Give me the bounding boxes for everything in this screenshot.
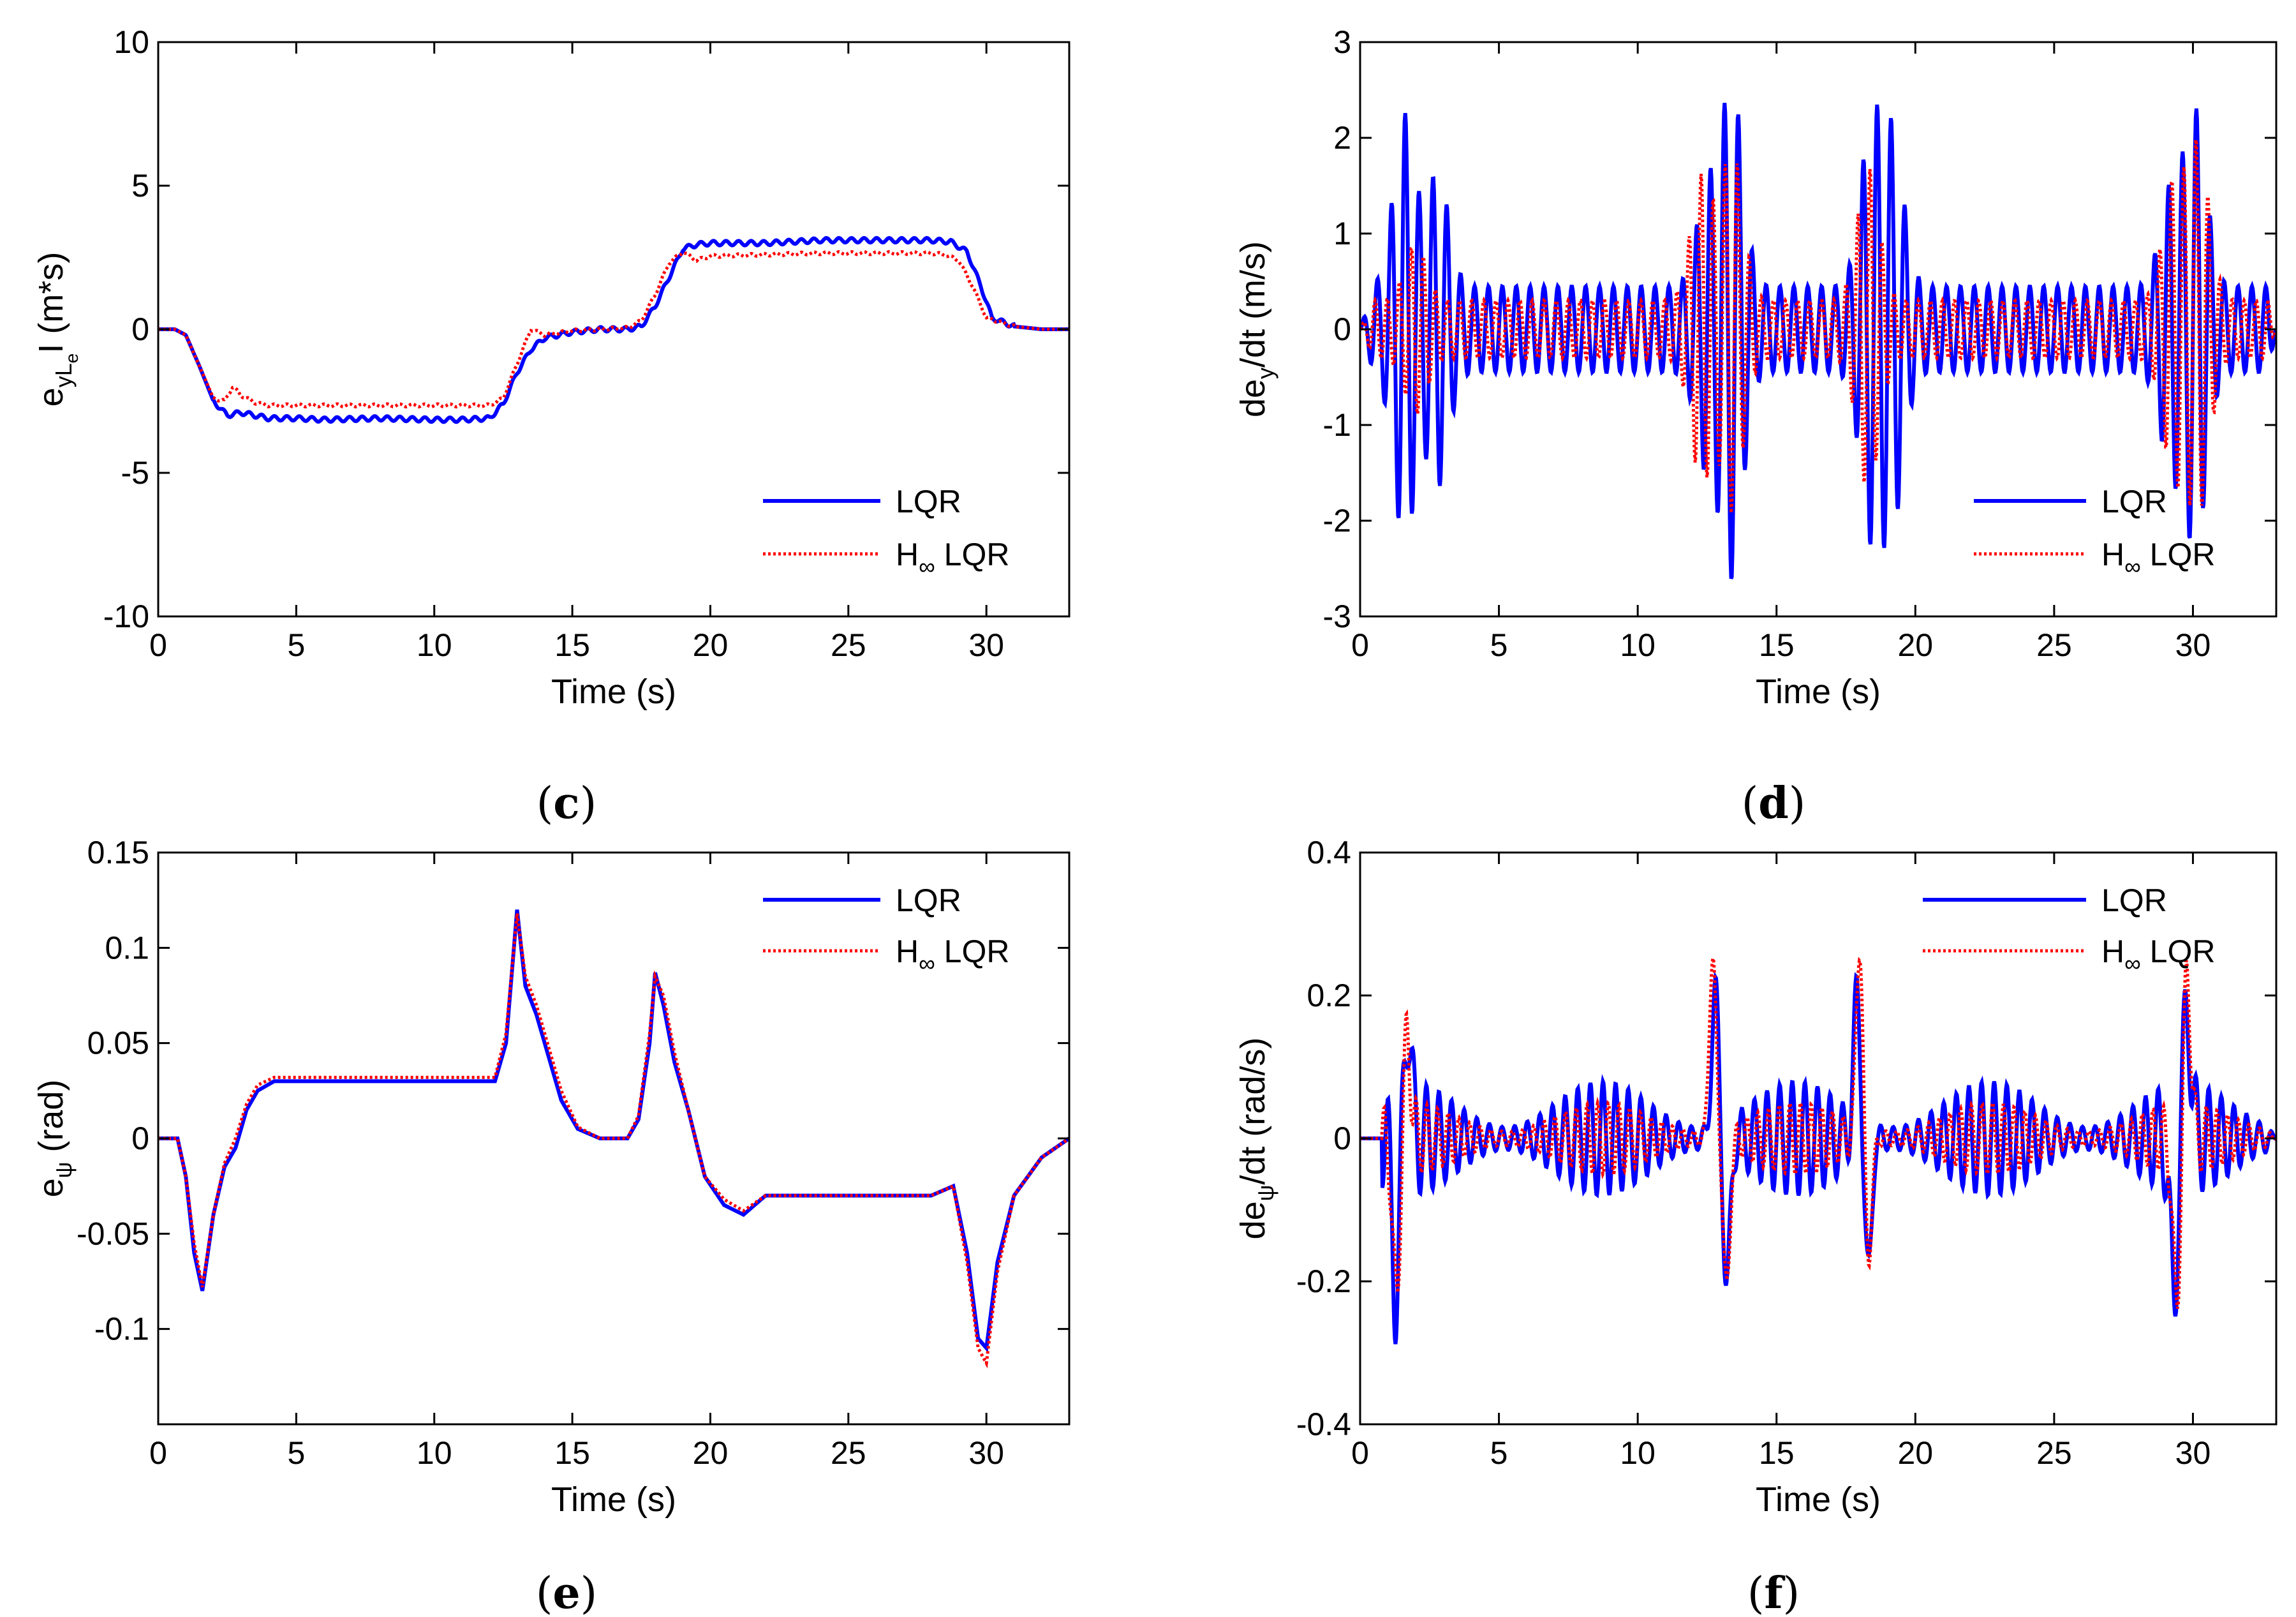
xtick-label-d: 20 <box>1897 627 1933 663</box>
xtick-label-c: 20 <box>693 627 729 663</box>
series-hinf-e <box>158 913 1069 1369</box>
legend-hinf-label-c: H∞ LQR <box>896 537 1009 579</box>
ytick-label-e: 0 <box>131 1121 149 1156</box>
xtick-label-d: 5 <box>1490 627 1508 663</box>
xtick-label-c: 10 <box>417 627 452 663</box>
xlabel-f: Time (s) <box>1756 1480 1881 1519</box>
ytick-label-d: -1 <box>1323 407 1351 443</box>
xtick-label-f: 0 <box>1351 1435 1369 1471</box>
xtick-label-f: 20 <box>1897 1435 1933 1471</box>
xtick-label-e: 25 <box>831 1435 866 1471</box>
ylabel-e: eψ (rad) <box>32 1080 77 1198</box>
chart-d: 0 5 10 15 20 25 30 -3 -2 -1 0 1 2 3 Time (s) dey/dt (… <box>1234 24 2277 829</box>
xtick-label-e: 0 <box>149 1435 167 1471</box>
series-lqr-f <box>1360 971 2276 1345</box>
xtick-label-f: 15 <box>1759 1435 1795 1471</box>
xtick-label-f: 30 <box>2175 1435 2211 1471</box>
ytick-label-e: 0.05 <box>87 1025 149 1061</box>
ytick-label-e: -0.1 <box>94 1311 149 1347</box>
xtick-label-e: 15 <box>554 1435 590 1471</box>
xtick-label-c: 15 <box>554 627 590 663</box>
series-group-e <box>158 909 1069 1369</box>
chart-c: 0 5 10 15 20 25 30 -10 -5 0 5 10 Time (s) eyLeI (m*… <box>32 24 1070 829</box>
xtick-label-f: 10 <box>1620 1435 1655 1471</box>
ticks-c: 0 5 10 15 20 25 30 -10 -5 0 5 10 <box>103 24 1070 663</box>
series-hinf-c <box>158 250 1069 409</box>
xtick-label-f: 5 <box>1490 1435 1508 1471</box>
xtick-label-c: 30 <box>968 627 1004 663</box>
xtick-label-d: 0 <box>1351 627 1369 663</box>
series-group-f <box>1360 953 2276 1345</box>
ytick-label-e: 0.15 <box>87 835 149 870</box>
ticks-f: 0 5 10 15 20 25 30 -0.4 -0.2 0 0.2 0.4 <box>1296 835 2277 1471</box>
legend-lqr-label-e: LQR <box>896 883 961 918</box>
legend-lqr-label-d: LQR <box>2101 484 2167 519</box>
ylabel-d: dey/dt (m/s) <box>1234 241 1278 417</box>
plot-area-f <box>1360 953 2276 1345</box>
series-group-d <box>1360 103 2276 579</box>
legend-c: LQR H∞ LQR <box>763 484 1009 579</box>
ytick-label-d: 0 <box>1333 311 1351 347</box>
legend-lqr-label-f: LQR <box>2101 883 2167 918</box>
legend-hinf-label-f: H∞ LQR <box>2101 934 2215 976</box>
legend-lqr-label-c: LQR <box>896 484 961 519</box>
xtick-label-c: 5 <box>287 627 305 663</box>
chart-f: 0 5 10 15 20 25 30 -0.4 -0.2 0 0.2 0.4 Time (s) deψ… <box>1234 835 2277 1617</box>
legend-d: LQR H∞ LQR <box>1974 484 2215 579</box>
xtick-label-f: 25 <box>2036 1435 2072 1471</box>
caption-e: (e) <box>536 1568 597 1617</box>
xtick-label-c: 0 <box>149 627 167 663</box>
ytick-label-c: -10 <box>103 599 149 634</box>
ytick-label-d: -2 <box>1323 503 1351 539</box>
xtick-label-d: 30 <box>2175 627 2211 663</box>
plot-area-d <box>1360 103 2276 579</box>
ylabel-c: eyLeI (m*s) <box>32 252 82 407</box>
xtick-label-e: 20 <box>693 1435 729 1471</box>
xlabel-c: Time (s) <box>551 673 676 711</box>
xtick-label-d: 10 <box>1620 627 1655 663</box>
legend-hinf-label-d: H∞ LQR <box>2101 537 2215 579</box>
ytick-label-e: -0.05 <box>77 1216 149 1251</box>
series-hinf-d <box>1360 139 2276 514</box>
xlabel-e: Time (s) <box>551 1480 676 1519</box>
ytick-label-c: 0 <box>131 311 149 347</box>
series-lqr-d <box>1360 103 2276 579</box>
ytick-label-d: 2 <box>1333 120 1351 156</box>
ytick-label-d: 1 <box>1333 216 1351 251</box>
plot-area-e <box>158 909 1069 1369</box>
ytick-label-c: -5 <box>121 455 149 491</box>
xtick-label-c: 25 <box>831 627 866 663</box>
ytick-label-c: 10 <box>114 24 149 60</box>
ticks-d: 0 5 10 15 20 25 30 -3 -2 -1 0 1 2 3 <box>1323 24 2277 663</box>
legend-e: LQR H∞ LQR <box>763 883 1009 976</box>
chart-e: 0 5 10 15 20 25 30 -0.1 -0.05 0 0.05 0.1 0.15 Time (… <box>32 835 1070 1617</box>
series-hinf-f <box>1360 953 2276 1309</box>
ticks-e: 0 5 10 15 20 25 30 -0.1 -0.05 0 0.05 0.1 0.15 <box>77 835 1070 1471</box>
ytick-label-d: -3 <box>1323 599 1351 634</box>
ytick-label-f: 0.4 <box>1307 835 1351 870</box>
caption-c: (c) <box>537 778 596 829</box>
plot-area-c <box>158 235 1069 424</box>
xtick-label-d: 25 <box>2036 627 2072 663</box>
series-group-c <box>158 235 1069 424</box>
caption-d: (d) <box>1742 778 1806 829</box>
ytick-label-f: -0.2 <box>1296 1263 1351 1299</box>
ytick-label-f: -0.4 <box>1296 1406 1351 1442</box>
series-lqr-c <box>158 235 1069 424</box>
ylabel-f: deψ/dt (rad/s) <box>1234 1038 1278 1240</box>
ytick-label-d: 3 <box>1333 24 1351 60</box>
ytick-label-c: 5 <box>131 168 149 204</box>
xtick-label-e: 5 <box>287 1435 305 1471</box>
ytick-label-f: 0.2 <box>1307 978 1351 1013</box>
legend-hinf-label-e: H∞ LQR <box>896 934 1009 976</box>
xtick-label-d: 15 <box>1759 627 1795 663</box>
xtick-label-e: 10 <box>417 1435 452 1471</box>
xlabel-d: Time (s) <box>1756 673 1881 711</box>
ytick-label-f: 0 <box>1333 1121 1351 1156</box>
legend-f: LQR H∞ LQR <box>1923 883 2215 976</box>
ytick-label-e: 0.1 <box>105 930 149 965</box>
caption-f: (f) <box>1747 1568 1800 1617</box>
xtick-label-e: 30 <box>968 1435 1004 1471</box>
